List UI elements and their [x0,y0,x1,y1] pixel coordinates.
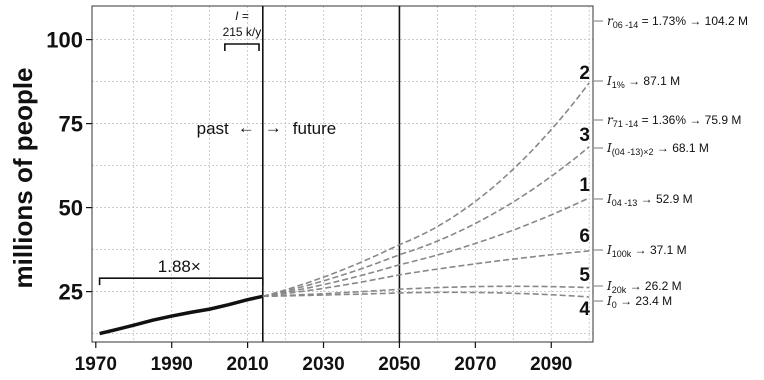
projection-label-5: I20k → 26.2 M [606,279,682,295]
projection-label-1: I04 -13 → 52.9 M [606,192,693,208]
future-label: future [293,119,336,138]
x-tick-label: 2010 [226,354,268,375]
projection-line-5 [262,285,590,298]
scenario-number-1: 1 [579,175,590,196]
projection-label-2: I1% → 87.1 M [606,74,680,90]
projection-label-6: I100k → 37.1 M [606,243,687,259]
x-tick-label: 2050 [378,354,420,375]
y-axis-ticks: 25 50 75 100 [46,28,92,305]
ratio-label: 1.88× [158,257,201,276]
y-tick-label: 100 [46,28,83,53]
past-series [99,294,264,336]
x-tick-label: 2070 [454,354,496,375]
ratio-bracket [98,277,264,286]
arrow-right: → [265,118,282,137]
x-tick-label: 1970 [75,354,117,375]
projection-line-2 [262,82,590,298]
projection-label-4: I0 → 23.4 M [606,294,672,310]
projection-line-6 [262,250,590,298]
annotations: 1.88× I = 215 k/y past ← → future [98,9,336,286]
rate-label-1: r71 -14 = 1.36% → 75.9 M [607,113,741,129]
x-tick-label: 1990 [151,354,193,375]
projection-line-1 [262,197,590,298]
x-tick-label: 2030 [302,354,344,375]
past-label: past [197,119,229,138]
past-line [99,294,264,336]
scenario-number-2: 2 [579,63,590,84]
projection-lines [262,82,590,298]
y-tick-label: 75 [59,112,83,137]
scenario-number-4: 4 [579,299,590,320]
scenario-number-6: 6 [579,226,590,247]
x-tick-label: 2090 [530,354,572,375]
projection-line-4 [262,291,590,298]
grid [92,6,593,342]
increment-label-line2: 215 k/y [223,25,262,39]
y-tick-label: 25 [59,280,83,305]
vertical-lines [261,6,401,342]
projection-line-3 [262,146,590,298]
arrow-left: ← [238,118,255,137]
increment-label-line1: I = [235,9,249,23]
projection-label-3: I(04 -13)×2 → 68.1 M [606,141,709,157]
y-tick-label: 50 [59,196,83,221]
increment-bracket [224,43,260,51]
plot-frame [91,5,594,343]
rate-label-0: r06 -14 = 1.73% → 104.2 M [607,14,748,30]
scenario-number-5: 5 [579,265,590,286]
x-axis-ticks: 1970 1990 2010 2030 2050 2070 2090 [75,342,572,375]
right-labels: 2 I1% → 87.1 M 3 I(04 -13)×2 → 68.1 M 1 I04 -… [579,14,748,320]
y-axis-label: millions of people [8,67,38,288]
scenario-number-3: 3 [579,125,590,146]
